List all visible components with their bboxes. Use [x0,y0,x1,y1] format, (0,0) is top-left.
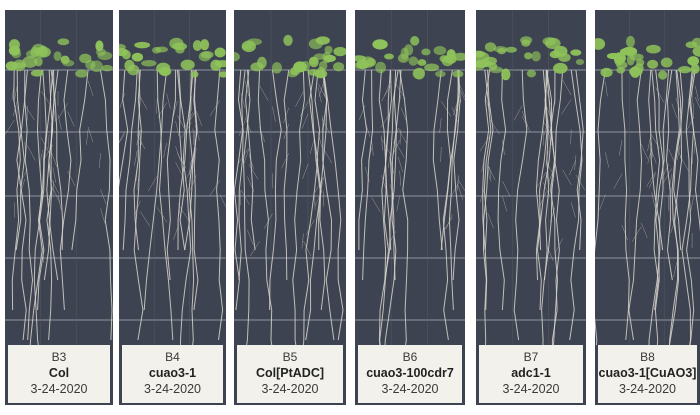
plate-label: B6 cuao3-100cdr7 3-24-2020 [358,345,462,403]
plate-genotype: cuao3-1 [148,366,197,380]
plate-label: B7 adc1-1 3-24-2020 [479,345,583,403]
plate-label: B4 cuao3-1 3-24-2020 [122,345,223,403]
plate-genotype: Col[PtADC] [255,366,325,380]
plate-date: 3-24-2020 [144,382,201,396]
plate-id: B8 [640,350,655,364]
plate-id: B6 [402,350,418,364]
plate-label: B8 cuao3-1[CuAO3] 3-24-2020 [598,345,697,403]
plate-b4: B4 cuao3-1 3-24-2020 [119,10,226,405]
seedling-image [476,10,586,345]
plate-genotype: cuao3-100cdr7 [366,366,454,380]
plate-date: 3-24-2020 [619,382,676,396]
plate-date: 3-24-2020 [30,382,88,396]
plate-id: B5 [282,350,298,364]
plate-b7: B7 adc1-1 3-24-2020 [476,10,586,405]
plate-date: 3-24-2020 [381,382,439,396]
seedling-image [595,10,700,345]
plate-date: 3-24-2020 [261,382,319,396]
plate-label: B3 Col 3-24-2020 [8,345,110,403]
plate-genotype: Col [48,366,70,380]
plate-id: B3 [51,350,67,364]
seedling-image [119,10,226,345]
plate-date: 3-24-2020 [502,382,560,396]
plate-label: B5 Col[PtADC] 3-24-2020 [237,345,343,403]
plate-b6: B6 cuao3-100cdr7 3-24-2020 [355,10,465,405]
plate-genotype: cuao3-1[CuAO3] [598,366,697,380]
seedling-image [234,10,346,345]
plate-b8: B8 cuao3-1[CuAO3] 3-24-2020 [595,10,700,405]
seedling-image [355,10,465,345]
plate-genotype: adc1-1 [511,366,551,380]
plate-b3: B3 Col 3-24-2020 [5,10,113,405]
plate-id: B4 [165,350,180,364]
seedling-image [5,10,113,345]
plate-id: B7 [523,350,539,364]
plate-b5: B5 Col[PtADC] 3-24-2020 [234,10,346,405]
